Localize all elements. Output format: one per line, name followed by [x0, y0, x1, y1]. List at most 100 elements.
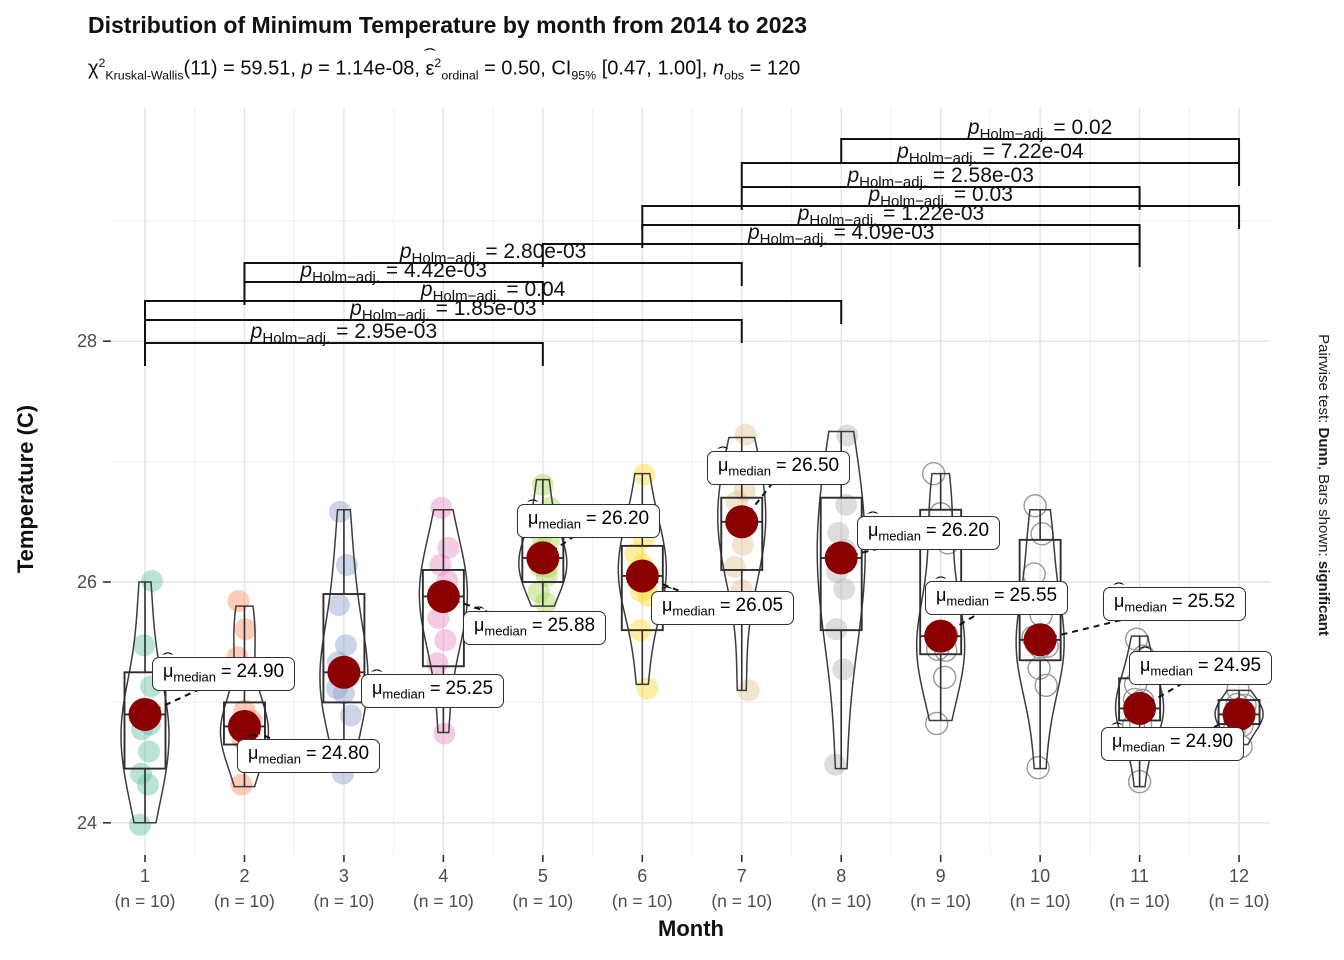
box — [123, 671, 167, 770]
month-3-distribution — [319, 500, 369, 785]
data-point — [636, 677, 659, 700]
median-point-month-2 — [227, 709, 261, 743]
significance-bracket-2-5: pHolm−adj. = 4.42e-03 — [243, 259, 544, 305]
bracket-p-label: pHolm−adj. = 2.58e-03 — [846, 164, 1033, 191]
x-tick-n-label: (n = 10) — [214, 891, 275, 911]
y-tick-label: 26 — [77, 572, 97, 592]
plot-title: Distribution of Minimum Temperature by m… — [88, 12, 808, 38]
box — [819, 496, 863, 632]
x-tick-n-label: (n = 10) — [1010, 891, 1071, 911]
median-point-month-8 — [824, 541, 858, 575]
bracket-p-label: pHolm−adj. = 0.04 — [420, 278, 566, 305]
bracket-p-label: pHolm−adj. = 1.22e-03 — [797, 202, 984, 229]
data-point — [1027, 656, 1051, 680]
data-point — [833, 578, 856, 601]
x-tick-label: 4 — [438, 866, 448, 886]
data-point — [1034, 673, 1058, 698]
data-point — [339, 704, 362, 727]
data-point — [527, 581, 550, 604]
violin-outline — [418, 509, 469, 734]
box — [322, 593, 366, 704]
x-tick-n-label: (n = 10) — [1109, 891, 1170, 911]
box — [620, 544, 664, 632]
data-point — [331, 762, 354, 785]
data-point — [230, 773, 253, 796]
data-point — [733, 479, 756, 502]
data-point — [434, 629, 457, 652]
violin-outline — [518, 478, 568, 607]
bracket-p-label: pHolm−adj. = 1.85e-03 — [349, 297, 536, 324]
data-point — [932, 665, 957, 690]
x-tick-label: 5 — [538, 866, 548, 886]
x-tick-label: 11 — [1130, 866, 1149, 886]
violin-outline — [1015, 509, 1065, 770]
data-point — [835, 493, 858, 516]
significance-bracket-7-11: pHolm−adj. = 2.58e-03 — [740, 164, 1141, 210]
data-point — [731, 533, 754, 556]
x-tick-n-label: (n = 10) — [314, 891, 375, 911]
x-tick-label: 6 — [637, 866, 647, 886]
box — [720, 496, 764, 571]
significance-bracket-5-11: pHolm−adj. = 4.09e-03 — [541, 221, 1141, 267]
data-point — [1029, 603, 1053, 627]
bracket-p-label: pHolm−adj. = 4.09e-03 — [747, 221, 934, 248]
data-point — [927, 583, 952, 607]
significance-bracket-2-7: pHolm−adj. = 2.80e-03 — [243, 240, 743, 286]
data-point — [227, 590, 250, 613]
bracket-p-label: pHolm−adj. = 0.03 — [867, 183, 1012, 210]
data-point — [328, 500, 351, 523]
data-point — [137, 773, 159, 796]
data-point — [335, 553, 358, 576]
bracket-p-label: pHolm−adj. = 4.42e-03 — [299, 259, 486, 286]
bracket-p-label: pHolm−adj. = 2.95e-03 — [250, 320, 437, 347]
data-point — [130, 762, 152, 785]
x-tick-n-label: (n = 10) — [910, 891, 971, 911]
median-point-month-6 — [625, 559, 659, 593]
data-point — [138, 740, 160, 763]
month-2-distribution — [219, 590, 270, 796]
x-tick-n-label: (n = 10) — [1209, 891, 1270, 911]
label-leader-line — [1039, 605, 1180, 641]
median-point-month-11 — [1123, 691, 1157, 725]
data-point — [334, 634, 357, 657]
data-point — [625, 515, 648, 538]
median-point-month-4 — [426, 579, 460, 613]
median-point-month-5 — [526, 541, 560, 575]
x-tick-n-label: (n = 10) — [811, 891, 872, 911]
significance-bracket-7-12: pHolm−adj. = 7.22e-04 — [740, 140, 1241, 186]
x-tick-label: 2 — [239, 866, 249, 886]
data-point — [430, 496, 453, 519]
data-point — [828, 453, 851, 476]
data-point — [832, 658, 855, 681]
data-point — [825, 618, 848, 641]
data-point — [1131, 644, 1156, 668]
x-tick-n-label: (n = 10) — [612, 891, 673, 911]
violin-outline — [120, 581, 170, 824]
data-point — [924, 711, 949, 736]
data-point — [433, 722, 456, 745]
data-point — [827, 521, 850, 544]
data-point — [141, 570, 163, 592]
data-point — [624, 542, 647, 565]
data-point — [723, 555, 746, 578]
violin-outline — [219, 605, 270, 788]
median-point-month-12 — [1222, 697, 1256, 731]
median-point-month-1 — [128, 697, 162, 731]
data-point — [1124, 627, 1149, 651]
x-tick-label: 8 — [836, 866, 846, 886]
data-point — [534, 592, 557, 615]
x-tick-label: 10 — [1030, 866, 1050, 886]
x-tick-n-label: (n = 10) — [512, 891, 573, 911]
data-point — [1026, 755, 1050, 780]
x-tick-label: 9 — [936, 866, 946, 886]
y-tick-label: 24 — [77, 813, 97, 833]
y-tick-label: 28 — [77, 331, 97, 351]
data-point — [234, 618, 257, 641]
x-tick-label: 7 — [737, 866, 747, 886]
violin-outline — [915, 472, 966, 722]
data-point — [332, 682, 355, 705]
bracket-p-label: pHolm−adj. = 7.22e-04 — [896, 140, 1084, 167]
pairwise-test-caption: Pairwise test: Dunn, Bars shown: signifi… — [1315, 334, 1332, 636]
